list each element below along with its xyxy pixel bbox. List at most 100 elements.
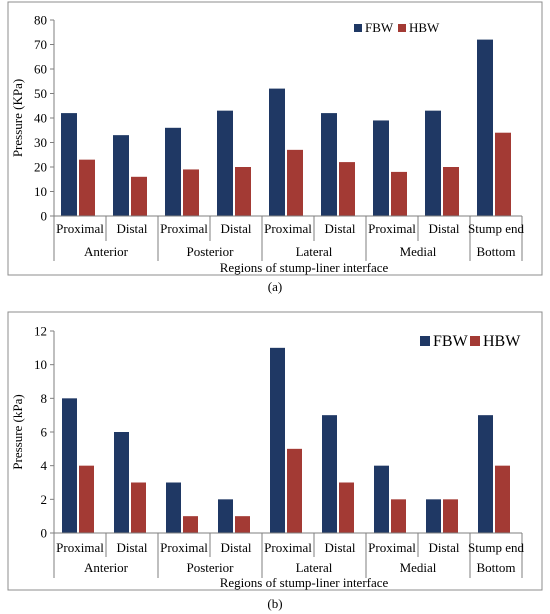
group-label: Anterior xyxy=(84,560,129,575)
chart-panel-b: 0 2 4 6 8 10 12 Pressure (kPa) Proximal Distal Pro… xyxy=(7,311,543,611)
group-label: Lateral xyxy=(296,560,333,575)
bar-fbw-2 xyxy=(113,135,129,216)
y-tick-label: 6 xyxy=(41,425,48,440)
y-tick-label: 30 xyxy=(34,135,47,150)
bar-fbw-2 xyxy=(114,432,129,533)
y-tick-label: 40 xyxy=(34,111,47,126)
bar-hbw-7 xyxy=(391,499,406,533)
bar-fbw-1 xyxy=(61,113,77,216)
bar-fbw-8 xyxy=(425,110,441,216)
bar-hbw-6 xyxy=(339,162,355,216)
y-tick-label: 10 xyxy=(34,357,47,372)
bar-fbw-6 xyxy=(322,415,337,533)
category-label: Distal xyxy=(220,221,251,236)
y-tick-label: 12 xyxy=(34,324,47,339)
group-label: Posterior xyxy=(187,560,235,575)
bar-fbw-3 xyxy=(166,482,181,533)
bar-fbw-9 xyxy=(478,415,493,533)
legend-swatch-hbw xyxy=(398,24,406,32)
bar-hbw-3 xyxy=(183,169,199,216)
y-tick-label: 0 xyxy=(41,526,48,541)
bar-hbw-8 xyxy=(443,499,458,533)
bar-fbw-5 xyxy=(269,88,285,216)
bar-hbw-8 xyxy=(443,167,459,216)
bar-fbw-7 xyxy=(373,120,389,216)
category-label: Proximal xyxy=(368,221,416,236)
bar-fbw-8 xyxy=(426,499,441,533)
group-label: Medial xyxy=(400,244,437,259)
x-axis-title: Regions of stump-liner interface xyxy=(220,260,389,275)
x-axis-title: Regions of stump-liner interface xyxy=(220,575,389,590)
bar-hbw-2 xyxy=(131,176,147,216)
y-tick-label: 80 xyxy=(34,13,47,28)
bar-fbw-1 xyxy=(62,398,77,533)
y-axis-title: Pressure (KPa) xyxy=(10,79,25,157)
y-tick-label: 70 xyxy=(34,37,47,52)
group-label: Bottom xyxy=(476,560,515,575)
bar-fbw-4 xyxy=(218,499,233,533)
bar-fbw-3 xyxy=(165,127,181,216)
bar-hbw-1 xyxy=(79,465,94,533)
bar-fbw-5 xyxy=(270,347,285,533)
group-label: Medial xyxy=(400,560,437,575)
y-tick-label: 10 xyxy=(34,184,47,199)
legend-swatch-fbw xyxy=(420,336,430,346)
y-tick-label: 20 xyxy=(34,160,47,175)
bar-hbw-9 xyxy=(495,132,511,216)
bar-hbw-1 xyxy=(79,159,95,216)
bar-hbw-7 xyxy=(391,171,407,216)
panel-label: (b) xyxy=(267,596,282,611)
legend: FBW HBW xyxy=(420,333,521,350)
bar-hbw-5 xyxy=(287,149,303,216)
y-axis-title: Pressure (kPa) xyxy=(10,394,25,469)
category-label: Proximal xyxy=(56,540,104,555)
bar-hbw-5 xyxy=(287,448,302,533)
chart-frame xyxy=(7,1,543,276)
category-label: Proximal xyxy=(56,221,104,236)
category-label: Proximal xyxy=(264,221,312,236)
category-label: Proximal xyxy=(160,221,208,236)
legend-label-hbw: HBW xyxy=(409,20,440,35)
category-label: Proximal xyxy=(368,540,416,555)
bar-hbw-6 xyxy=(339,482,354,533)
legend-label-fbw: FBW xyxy=(365,20,394,35)
group-label: Posterior xyxy=(187,244,235,259)
group-label: Anterior xyxy=(84,244,129,259)
category-label: Stump end xyxy=(468,540,524,555)
category-label: Distal xyxy=(428,540,459,555)
category-label: Distal xyxy=(324,221,355,236)
legend-label-hbw: HBW xyxy=(483,333,521,350)
y-tick-label: 4 xyxy=(41,458,48,473)
y-tick-label: 0 xyxy=(41,209,48,224)
category-label: Distal xyxy=(428,221,459,236)
category-label: Proximal xyxy=(264,540,312,555)
category-label: Distal xyxy=(220,540,251,555)
category-label: Distal xyxy=(116,540,147,555)
group-label: Bottom xyxy=(476,244,515,259)
y-tick-label: 2 xyxy=(41,492,48,507)
chart-frame xyxy=(7,311,543,591)
category-label: Distal xyxy=(324,540,355,555)
chart-panel-a: 0 10 20 30 40 50 60 70 80 Pressure (KPa) Proximal D… xyxy=(7,1,543,294)
panel-label: (a) xyxy=(268,279,282,294)
bar-hbw-4 xyxy=(235,516,250,533)
bar-hbw-3 xyxy=(183,516,198,533)
bar-hbw-2 xyxy=(131,482,146,533)
legend-swatch-hbw xyxy=(470,336,480,346)
category-label: Proximal xyxy=(160,540,208,555)
bar-fbw-4 xyxy=(217,110,233,216)
group-label: Lateral xyxy=(296,244,333,259)
legend-swatch-fbw xyxy=(354,24,362,32)
y-tick-label: 50 xyxy=(34,86,47,101)
category-label: Distal xyxy=(116,221,147,236)
bar-fbw-6 xyxy=(321,113,337,216)
bar-fbw-9 xyxy=(477,39,493,216)
bar-hbw-9 xyxy=(495,465,510,533)
category-label: Stump end xyxy=(468,221,524,236)
legend-label-fbw: FBW xyxy=(433,333,469,350)
bar-hbw-4 xyxy=(235,167,251,216)
y-tick-label: 8 xyxy=(41,391,48,406)
bar-fbw-7 xyxy=(374,465,389,533)
legend: FBW HBW xyxy=(354,20,440,35)
